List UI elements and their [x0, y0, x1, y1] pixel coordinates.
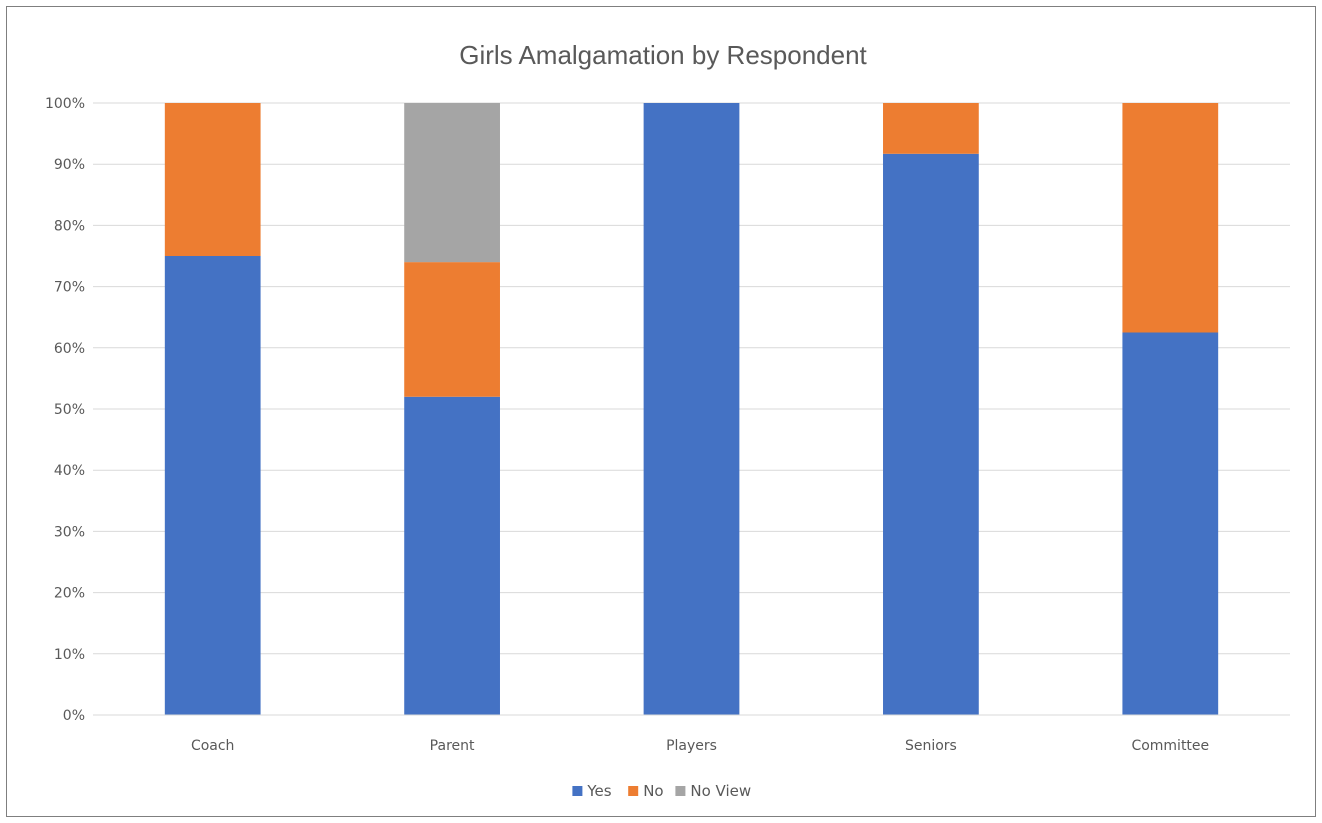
- bar-parent-no-view: [404, 103, 500, 263]
- bar-committee-yes: [1122, 332, 1219, 715]
- legend-swatch-no: [628, 786, 639, 796]
- y-tick-label: 30%: [54, 524, 85, 540]
- legend-swatch-no-view: [675, 786, 686, 796]
- bar-parent-yes: [404, 396, 500, 715]
- x-axis-tick-labels: Coach Parent Players Seniors Committee: [191, 738, 1209, 754]
- y-tick-label: 20%: [54, 586, 85, 602]
- y-axis-tick-labels: 0% 10% 20% 30% 40% 50% 60% 70% 80% 90% 100%: [45, 96, 85, 724]
- chart-title: Girls Amalgamation by Respondent: [459, 40, 867, 70]
- x-tick-label: Committee: [1131, 738, 1209, 754]
- y-tick-label: 100%: [45, 96, 85, 112]
- y-tick-label: 50%: [54, 402, 85, 418]
- bar-coach-no: [164, 103, 261, 256]
- legend-label: No: [643, 782, 663, 800]
- y-tick-label: 40%: [54, 463, 85, 479]
- y-tick-label: 10%: [54, 647, 85, 663]
- legend-label: No View: [690, 782, 751, 800]
- y-tick-label: 90%: [54, 157, 85, 173]
- x-tick-label: Seniors: [905, 738, 957, 754]
- y-tick-label: 80%: [54, 218, 85, 234]
- bar-seniors-no: [883, 103, 979, 154]
- legend-label: Yes: [586, 782, 611, 800]
- y-tick-label: 70%: [54, 280, 85, 296]
- y-tick-label: 0%: [63, 708, 85, 724]
- legend-swatch-yes: [572, 786, 583, 796]
- x-tick-label: Parent: [430, 738, 475, 754]
- bars: [164, 103, 1219, 715]
- bar-committee-no: [1122, 103, 1219, 333]
- legend: Yes No No View: [572, 782, 751, 800]
- bar-coach-yes: [164, 256, 261, 715]
- y-tick-label: 60%: [54, 341, 85, 357]
- x-tick-label: Players: [666, 738, 717, 754]
- bar-players-yes: [643, 103, 740, 715]
- bar-parent-no: [404, 262, 500, 397]
- x-tick-label: Coach: [191, 738, 235, 754]
- bar-seniors-yes: [883, 153, 979, 715]
